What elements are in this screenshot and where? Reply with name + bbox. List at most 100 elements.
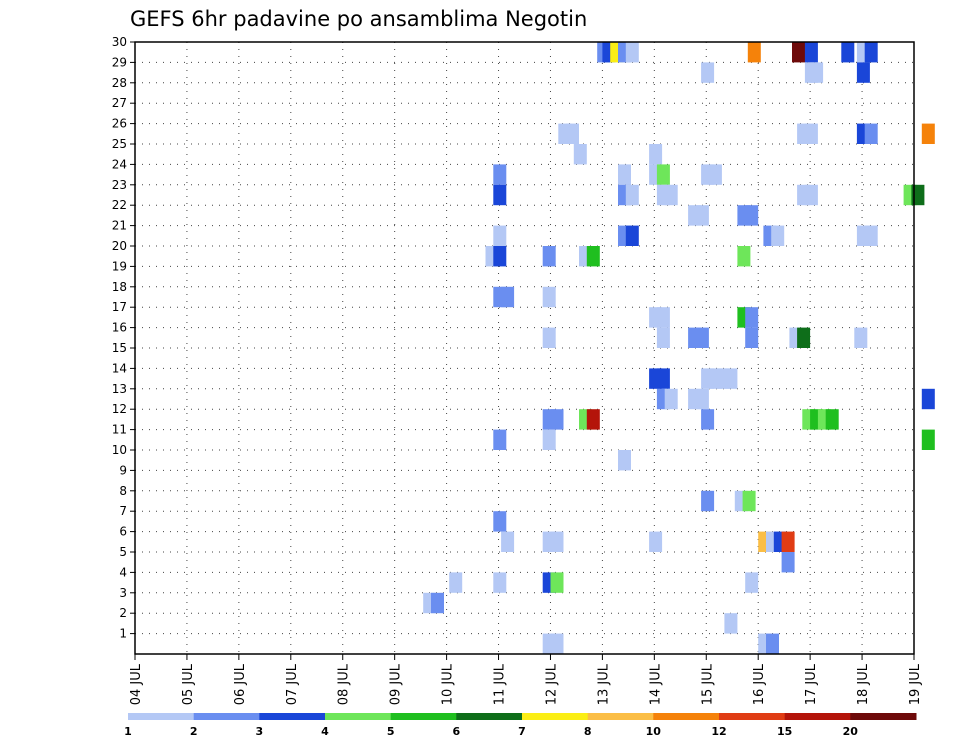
- colorbar-label: 5: [387, 725, 395, 738]
- heatmap-cell: [921, 388, 935, 410]
- y-tick-label: 26: [112, 117, 127, 131]
- y-tick-label: 15: [112, 341, 127, 355]
- heatmap-cell: [493, 225, 507, 246]
- colorbar-label: 1: [124, 725, 132, 738]
- heatmap-cell: [792, 42, 805, 63]
- x-tick-label: 08 JUL: [337, 663, 352, 705]
- x-tick-label: 07 JUL: [285, 663, 300, 705]
- heatmap-cell: [618, 450, 631, 471]
- heatmap-cell: [586, 409, 600, 430]
- colorbar-label: 6: [452, 725, 460, 738]
- heatmap-cell: [810, 62, 824, 83]
- heatmap-cell: [542, 327, 556, 348]
- y-tick-label: 16: [112, 321, 127, 335]
- heatmap-cell: [771, 225, 785, 246]
- x-tick-label: 11 JUL: [493, 663, 508, 705]
- x-tick-label: 10 JUL: [441, 663, 456, 705]
- colorbar-swatch: [128, 713, 195, 720]
- x-tick-label: 12 JUL: [544, 663, 559, 705]
- y-tick-label: 12: [112, 402, 127, 416]
- heatmap-cell: [664, 184, 678, 206]
- heatmap-cell: [656, 327, 670, 348]
- y-tick-label: 7: [119, 504, 127, 518]
- heatmap-cell: [493, 429, 507, 450]
- heatmap-cell: [493, 511, 507, 532]
- heatmap-cell: [804, 123, 818, 144]
- colorbar-swatch: [784, 713, 851, 720]
- y-tick-label: 10: [112, 443, 127, 457]
- colorbar-label: 10: [646, 725, 662, 738]
- heatmap-cell: [664, 388, 678, 410]
- heatmap-cell: [550, 531, 564, 552]
- colorbar-label: 20: [843, 725, 859, 738]
- heatmap-cell: [701, 409, 715, 430]
- cells: [423, 42, 935, 654]
- heatmap-cell: [864, 225, 878, 246]
- x-tick-label: 05 JUL: [181, 663, 196, 705]
- heatmap-cell: [781, 531, 795, 552]
- heatmap-cell: [493, 246, 507, 267]
- heatmap-cell: [586, 246, 600, 267]
- y-tick-label: 6: [119, 525, 127, 539]
- heatmap-cell: [745, 205, 759, 226]
- heatmap-cell: [745, 307, 759, 328]
- heatmap-cell: [493, 184, 507, 206]
- heatmap-cell: [804, 42, 818, 63]
- heatmap-cell: [431, 592, 444, 614]
- y-tick-label: 20: [112, 239, 127, 253]
- heatmap-cell: [493, 572, 507, 593]
- heatmap-cell: [701, 490, 715, 512]
- colorbar-swatch: [587, 713, 654, 720]
- heatmap-cell: [656, 368, 670, 389]
- y-tick-label: 18: [112, 280, 127, 294]
- heatmap-cell: [737, 246, 751, 267]
- x-tick-label: 13 JUL: [596, 663, 611, 705]
- heatmap-cell: [742, 490, 756, 512]
- heatmap-cell: [695, 205, 709, 226]
- x-tick-label: 17 JUL: [804, 663, 819, 705]
- heatmap-cell: [449, 572, 463, 593]
- heatmap-cell: [501, 286, 515, 308]
- y-tick-label: 27: [112, 96, 127, 110]
- y-tick-label: 4: [119, 565, 127, 579]
- colorbar-label: 15: [777, 725, 792, 738]
- y-tick-label: 11: [112, 423, 127, 437]
- x-tick-label: 14 JUL: [648, 663, 663, 705]
- heatmap-cell: [573, 144, 587, 165]
- y-tick-label: 19: [112, 259, 127, 273]
- heatmap-cell: [566, 123, 579, 144]
- y-tick-label: 9: [119, 463, 127, 477]
- heatmap-cell: [724, 368, 738, 389]
- colorbar-swatch: [653, 713, 720, 720]
- colorbar-swatch: [522, 713, 589, 720]
- colorbar: 1 2 3 4 5 6 7 8 10 12 15 20: [124, 713, 917, 738]
- heatmap-cell: [856, 62, 870, 83]
- y-tick-label: 24: [112, 157, 127, 171]
- heatmap-cell: [708, 164, 722, 185]
- heatmap-cell: [745, 572, 759, 593]
- heatmap-cell: [921, 429, 935, 450]
- heatmap-cell: [854, 327, 868, 348]
- colorbar-label: 8: [584, 725, 592, 738]
- heatmap-cell: [493, 164, 507, 185]
- heatmap-cell: [501, 531, 515, 552]
- heatmap-cell: [649, 144, 663, 165]
- y-tick-label: 29: [112, 55, 127, 69]
- heatmap-cell: [550, 409, 564, 430]
- heatmap-cell: [864, 42, 878, 63]
- y-tick-label: 23: [112, 178, 127, 192]
- x-axis: 04 JUL 05 JUL 06 JUL 07 JUL 08 JUL 09 JUL 10 J…: [129, 654, 923, 705]
- heatmap-cell: [747, 42, 761, 63]
- y-tick-label: 13: [112, 382, 127, 396]
- heatmap-cell: [695, 327, 709, 348]
- heatmap-cell: [724, 613, 738, 634]
- colorbar-label: 4: [321, 725, 329, 738]
- heatmap-cell: [542, 429, 556, 450]
- heatmap-cell: [656, 307, 670, 328]
- y-tick-label: 25: [112, 137, 127, 151]
- heatmap-cell: [542, 286, 556, 308]
- y-tick-label: 17: [112, 300, 127, 314]
- heatmap-cell: [781, 552, 795, 573]
- heatmap-cell: [550, 572, 564, 593]
